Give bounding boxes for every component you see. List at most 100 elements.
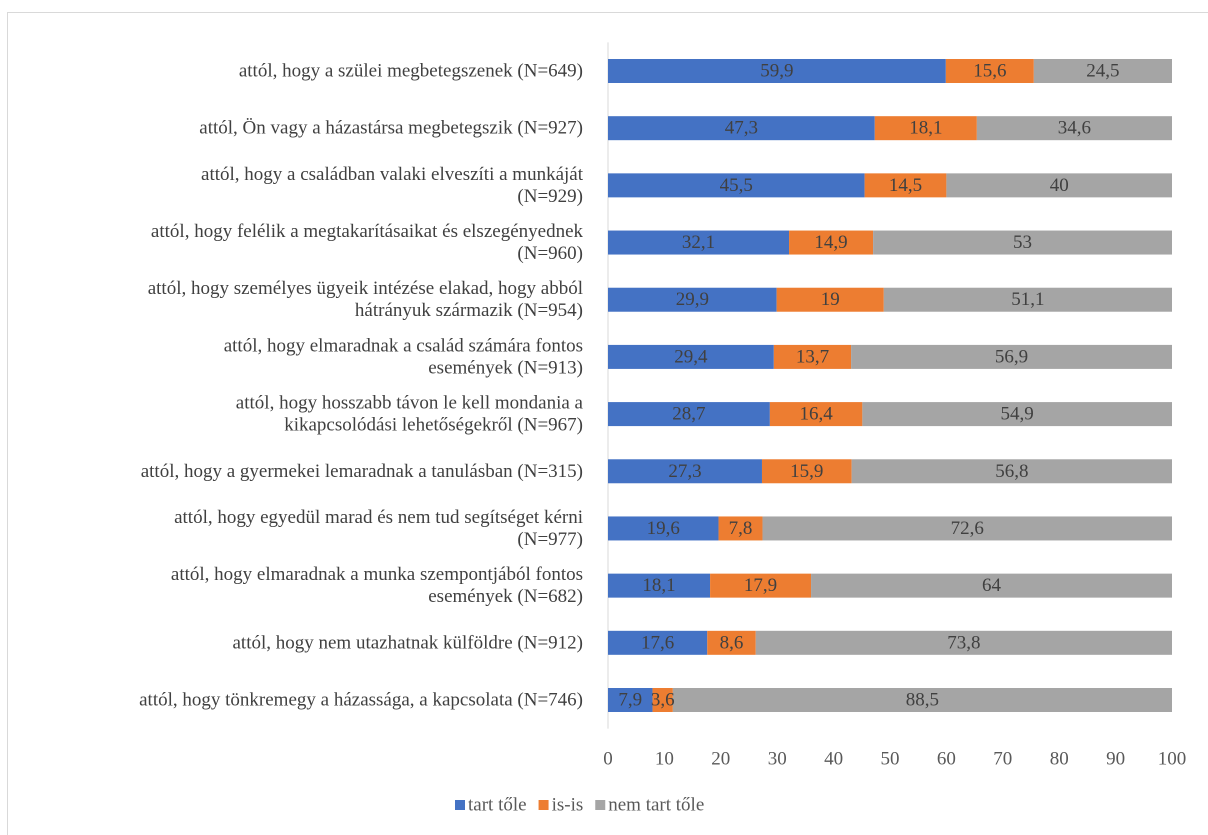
x-tick-label: 40: [824, 749, 843, 770]
x-tick-label: 60: [937, 749, 956, 770]
bar-segment-nem-tart-tőle: [862, 402, 1172, 427]
bar-segment-is-is: [652, 688, 673, 712]
data-label: 32,1: [682, 232, 715, 253]
data-label: 18,1: [909, 118, 942, 139]
category-label: attól, hogy a szülei megbetegszenek (N=6…: [239, 61, 583, 82]
data-label: 8,6: [720, 632, 744, 653]
legend-swatch: [538, 800, 549, 810]
bar-segment-is-is: [773, 344, 852, 369]
data-label: 14,5: [889, 175, 922, 196]
bar-segment-is-is: [864, 173, 947, 198]
data-label: 17,6: [641, 632, 674, 653]
category-label: események (N=913): [428, 357, 583, 378]
legend: tart tőle is-is nem tart tőle: [455, 795, 704, 816]
data-label: 45,5: [720, 175, 753, 196]
bar-segment-is-is: [718, 516, 763, 541]
data-label: 7,8: [729, 518, 753, 539]
category-label: attól, hogy felélik a megtakarításaikat …: [151, 221, 584, 242]
data-label: 19: [821, 289, 840, 310]
legend-swatch: [595, 800, 606, 810]
legend-label: nem tart tőle: [608, 795, 704, 816]
bar-segment-is-is: [789, 230, 874, 255]
data-label: 16,4: [799, 404, 833, 425]
category-label: (N=977): [517, 529, 583, 550]
data-label: 27,3: [668, 461, 701, 482]
category-label: attól, Ön vagy a házastársa megbetegszik…: [199, 118, 583, 139]
data-label: 15,9: [790, 461, 823, 482]
bar-segment-is-is: [945, 59, 1034, 83]
bar-segment-tart-tőle: [608, 344, 774, 369]
bar-segment-nem-tart-tőle: [1033, 59, 1172, 83]
bar-segment-nem-tart-tőle: [851, 459, 1172, 484]
x-axis-tick-labels: 0 10 20 30 40 50 60 70 80 90 100: [603, 749, 1186, 770]
legend-swatch: [455, 800, 465, 810]
category-label: attól, hogy személyes ügyeik intézése el…: [148, 278, 583, 299]
bar-segment-tart-tőle: [608, 459, 762, 484]
data-label: 28,7: [672, 404, 705, 425]
x-tick-label: 50: [881, 749, 900, 770]
data-label: 15,6: [973, 61, 1006, 82]
data-label: 53: [1013, 232, 1032, 253]
data-label: 73,8: [947, 632, 980, 653]
category-label: attól, hogy egyedül marad és nem tud seg…: [174, 507, 583, 528]
bar-segment-tart-tőle: [608, 173, 865, 198]
data-label: 17,9: [744, 575, 777, 596]
bar-segment-nem-tart-tőle: [672, 688, 1172, 712]
bar-segment-tart-tőle: [608, 230, 790, 255]
x-tick-label: 90: [1106, 749, 1125, 770]
x-tick-label: 10: [655, 749, 674, 770]
category-label: attól, hogy elmaradnak a család számára …: [224, 335, 583, 356]
category-label: attól, hogy hosszabb távon le kell monda…: [236, 393, 584, 414]
data-label: 14,9: [814, 232, 847, 253]
bar-segment-tart-tőle: [608, 402, 770, 427]
bar-segment-nem-tart-tőle: [976, 116, 1172, 141]
data-label: 29,4: [674, 346, 708, 367]
bar-segment-is-is: [776, 287, 884, 312]
data-label: 3,6: [651, 690, 675, 711]
data-labels: 59,9 15,6 24,5 47,3 18,1 34,6 45,5 14,5 40 32,1 14…: [618, 61, 1119, 711]
data-label: 18,1: [642, 575, 675, 596]
bar-segment-is-is: [874, 116, 977, 141]
bar-segment-nem-tart-tőle: [873, 230, 1172, 255]
bar-segment-tart-tőle: [608, 573, 711, 598]
data-label: 51,1: [1011, 289, 1044, 310]
data-label: 34,6: [1058, 118, 1091, 139]
chart-frame: [7, 12, 1208, 835]
category-label: (N=929): [517, 186, 583, 207]
x-tick-label: 20: [711, 749, 730, 770]
bar-segment-nem-tart-tőle: [755, 630, 1172, 655]
x-tick-label: 80: [1050, 749, 1069, 770]
category-label: attól, hogy a gyermekei lemaradnak a tan…: [141, 461, 583, 482]
bar-segment-tart-tőle: [608, 688, 653, 712]
bar-segment-tart-tőle: [608, 516, 719, 541]
bar-segment-is-is: [710, 573, 812, 598]
category-label: kikapcsolódási lehetőségekről (N=967): [284, 415, 583, 436]
category-label: hátrányuk származik (N=954): [355, 300, 583, 321]
bar-segment-nem-tart-tőle: [883, 287, 1172, 312]
bar-segment-nem-tart-tőle: [762, 516, 1172, 541]
bar-segment-is-is: [707, 630, 756, 655]
data-label: 54,9: [1001, 404, 1034, 425]
bar-segment-tart-tőle: [608, 116, 875, 141]
data-label: 24,5: [1086, 61, 1119, 82]
bar-segment-nem-tart-tőle: [851, 344, 1172, 369]
x-tick-label: 100: [1158, 749, 1187, 770]
category-label: attól, hogy tönkremegy a házassága, a ka…: [139, 690, 583, 711]
bar-segment-nem-tart-tőle: [811, 573, 1172, 598]
data-label: 40: [1050, 175, 1069, 196]
bar-segment-nem-tart-tőle: [946, 173, 1172, 198]
data-label: 59,9: [760, 61, 793, 82]
x-tick-label: 30: [768, 749, 787, 770]
category-label: attól, hogy a családban valaki elveszíti…: [201, 164, 584, 185]
bar-segment-tart-tőle: [608, 630, 708, 655]
category-label: attól, hogy elmaradnak a munka szempontj…: [171, 564, 583, 585]
legend-label: tart tőle: [468, 795, 527, 816]
data-label: 56,8: [995, 461, 1028, 482]
data-label: 56,9: [995, 346, 1028, 367]
bar-segment-is-is: [761, 459, 852, 484]
category-label: attól, hogy nem utazhatnak külföldre (N=…: [232, 632, 583, 653]
category-label: események (N=682): [428, 586, 583, 607]
category-labels: attól, hogy a szülei megbetegszenek (N=6…: [139, 61, 584, 711]
category-label: (N=960): [517, 243, 583, 264]
